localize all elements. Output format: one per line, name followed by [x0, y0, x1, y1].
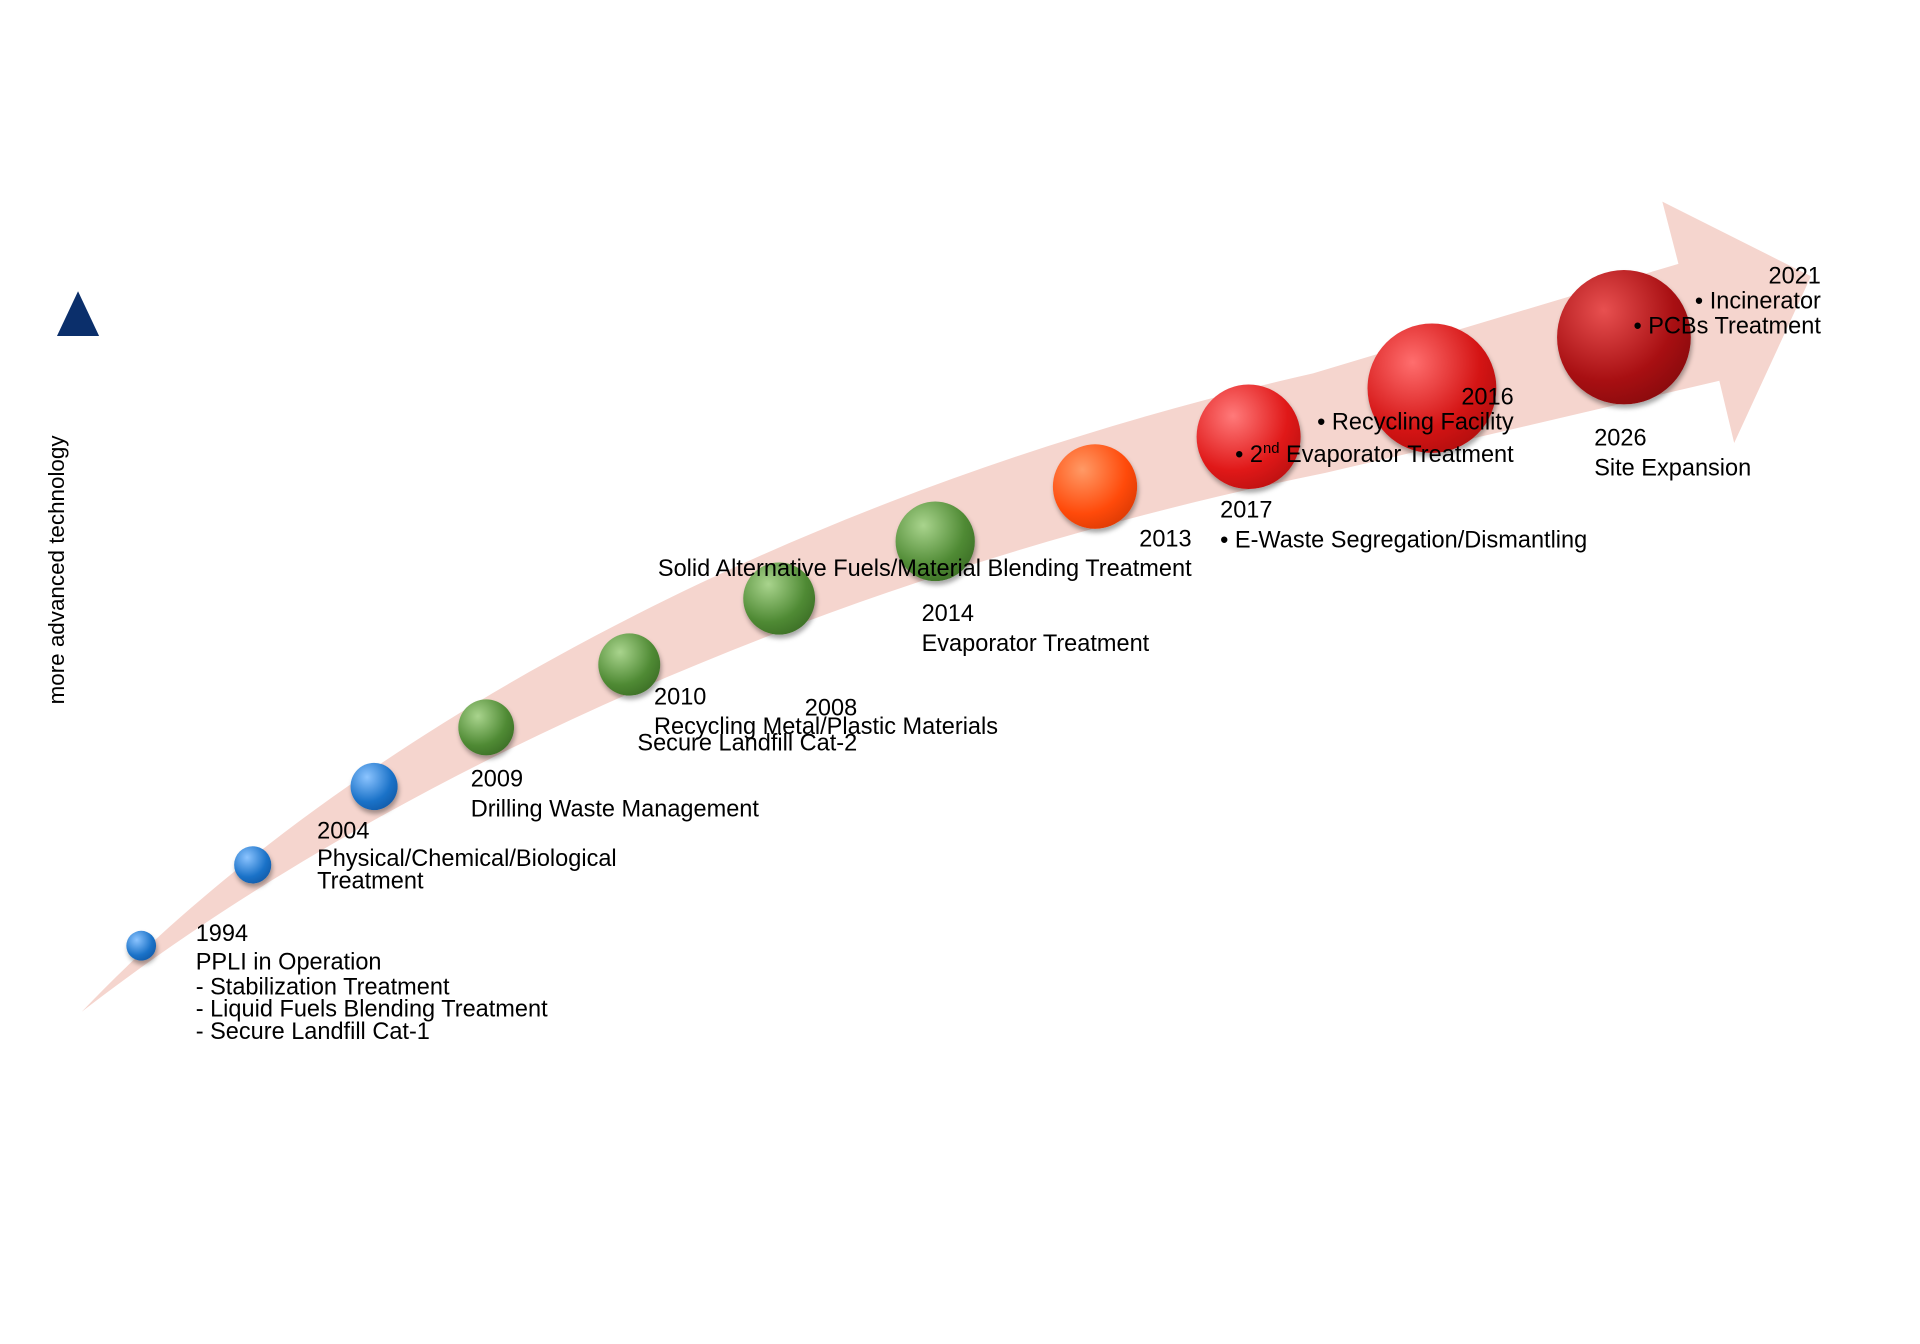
milestone-year: 2026	[1594, 425, 1647, 452]
milestone-label-2013: 2013 Solid Alternative Fuels/Material Bl…	[658, 525, 1192, 583]
milestone-year: 2008	[804, 695, 858, 722]
milestone-label-2008: 2008 Secure Landfill Cat-2	[637, 694, 857, 757]
milestone-item: • E-Waste Segregation/Dismantling	[1220, 527, 1588, 554]
milestone-year: 2016	[1461, 384, 1514, 411]
milestone-year: 2013	[1139, 526, 1192, 553]
tech-axis-arrowhead	[56, 291, 100, 336]
milestone-item: Treatment	[317, 868, 424, 895]
milestone-year: 2014	[921, 601, 974, 628]
milestone-label-2009: 2009 Drilling Waste Management	[471, 765, 759, 823]
milestone-label-2004: 2004 Physical/Chemical/Biological Treatm…	[317, 818, 617, 894]
milestone-item: - Liquid Fuels Blending Treatment	[195, 996, 548, 1023]
milestone-node-2017	[1196, 384, 1301, 490]
milestone-item: - Secure Landfill Cat-1	[195, 1019, 430, 1046]
milestone-label-2010: 2010 Recycling Metal/Plastic Materials	[654, 683, 998, 741]
milestone-title: Recycling Metal/Plastic Materials	[654, 714, 999, 741]
milestone-year: 2009	[470, 766, 524, 793]
milestone-title: PPLI in Operation	[195, 949, 382, 976]
milestone-year: 2004	[317, 818, 370, 845]
milestone-year: 1994	[195, 920, 249, 947]
milestone-label-2014: 2014 Evaporator Treatment	[922, 600, 1150, 658]
milestone-year: 2017	[1220, 497, 1273, 524]
milestone-node-2008	[350, 762, 398, 811]
milestone-item: - Stabilization Treatment	[195, 974, 450, 1001]
milestone-title: Solid Alternative Fuels/Material Blendin…	[657, 556, 1192, 583]
milestone-node-2014	[895, 501, 975, 582]
milestone-label-2026: 2026 Site Expansion	[1594, 424, 1751, 482]
milestone-title: Evaporator Treatment	[921, 630, 1150, 658]
milestone-label-2016: 2016 • Recycling Facility • 2nd Evaporat…	[1235, 384, 1514, 469]
axis-label: more advanced technology	[43, 435, 69, 705]
milestone-node-2009	[458, 699, 515, 756]
milestone-title: Physical/Chemical/Biological	[317, 846, 617, 873]
milestone-year: 2010	[654, 684, 707, 711]
milestone-title: Site Expansion	[1594, 455, 1752, 482]
milestone-label-2017: 2017 • E-Waste Segregation/Dismantling	[1220, 497, 1587, 555]
milestone-node-2013	[743, 562, 816, 635]
milestone-item: • PCBs Treatment	[1633, 313, 1821, 340]
milestone-title: Drilling Waste Management	[470, 796, 759, 823]
milestone-node-2016	[1052, 444, 1138, 529]
milestone-title: Secure Landfill Cat-2	[637, 730, 858, 757]
milestone-item: • Recycling Facility	[1317, 409, 1514, 436]
milestone-node-1994	[126, 930, 157, 961]
milestone-node-2021	[1367, 323, 1497, 453]
milestone-item: • 2nd Evaporator Treatment	[1235, 439, 1514, 469]
milestone-node-2026	[1557, 270, 1691, 405]
milestone-year: 2021	[1768, 263, 1821, 290]
milestone-label-2021: 2021 • Incinerator • PCBs Treatment	[1633, 263, 1821, 340]
milestone-node-2004	[234, 846, 272, 884]
milestone-node-2010	[598, 633, 661, 696]
milestone-label-1994: 1994 PPLI in Operation - Stabilization T…	[196, 920, 548, 1044]
milestone-item: • Incinerator	[1694, 288, 1821, 315]
